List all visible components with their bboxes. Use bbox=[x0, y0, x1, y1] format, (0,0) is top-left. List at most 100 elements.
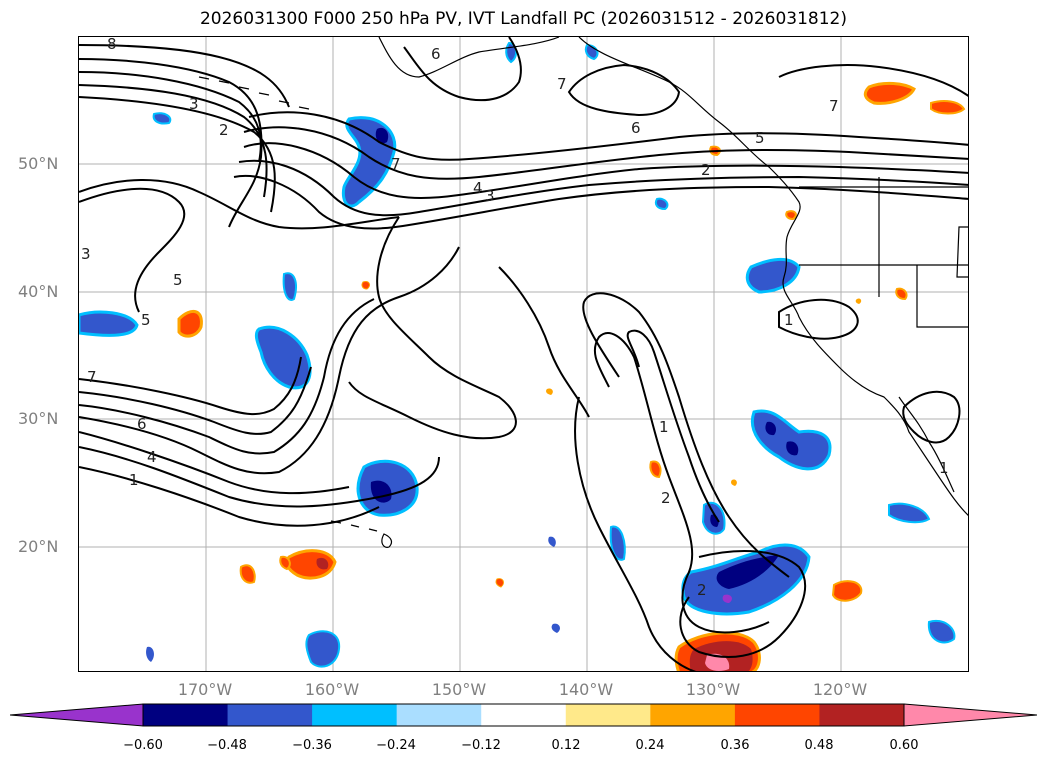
pv-contour bbox=[79, 298, 375, 455]
pv-negative-region bbox=[765, 421, 777, 436]
lon-label-160w: 160°W bbox=[304, 680, 360, 699]
pv-shading bbox=[79, 41, 966, 671]
pv-positive-region bbox=[239, 564, 256, 584]
colorbar-cell bbox=[650, 704, 736, 726]
pv-contour bbox=[348, 216, 517, 440]
colorbar-tick: −0.36 bbox=[292, 738, 332, 753]
pv-positive-region bbox=[785, 210, 797, 221]
pv-negative-region bbox=[341, 116, 397, 208]
contour-label: 2 bbox=[219, 121, 229, 139]
contour-label: 6 bbox=[137, 415, 147, 433]
pv-contours bbox=[79, 37, 968, 671]
pv-contour bbox=[79, 356, 302, 415]
pv-contour bbox=[233, 175, 968, 230]
contour-label: 4 bbox=[473, 179, 483, 197]
pv-contour bbox=[243, 126, 968, 180]
contour-label: 1 bbox=[784, 311, 794, 329]
contour-label: 2 bbox=[701, 161, 711, 179]
pv-contour bbox=[567, 63, 681, 117]
colorbar-cell bbox=[565, 704, 651, 726]
contour-label: 5 bbox=[141, 311, 151, 329]
contour-label: 1 bbox=[129, 471, 139, 489]
pv-positive-region bbox=[731, 479, 737, 486]
lat-label-20n: 20°N bbox=[18, 537, 59, 556]
colorbar-cell bbox=[481, 704, 567, 726]
lat-label-50n: 50°N bbox=[18, 154, 59, 173]
hawaii-islands bbox=[330, 520, 393, 548]
colorbar-tick: −0.12 bbox=[461, 738, 501, 753]
map-area: 8 3 2 6 7 7 6 5 2 7 4 3 3 5 5 7 6 4 1 1 … bbox=[78, 36, 969, 672]
pv-negative-region bbox=[375, 127, 389, 144]
contour-label: 6 bbox=[631, 119, 641, 137]
pv-positive-region bbox=[705, 653, 730, 671]
pv-positive-region bbox=[930, 100, 966, 115]
colorbar-tick: 0.12 bbox=[551, 738, 581, 753]
pv-negative-region bbox=[750, 409, 832, 471]
pv-negative-region bbox=[79, 310, 139, 337]
lat-label-40n: 40°N bbox=[18, 282, 59, 301]
colorbar bbox=[10, 703, 1037, 727]
map-canvas: 8 3 2 6 7 7 6 5 2 7 4 3 3 5 5 7 6 4 1 1 … bbox=[79, 37, 968, 671]
pv-negative-region bbox=[548, 536, 556, 547]
lon-label-170w: 170°W bbox=[177, 680, 233, 699]
colorbar-cell bbox=[396, 704, 482, 726]
pv-contour bbox=[79, 44, 290, 108]
colorbar-cell bbox=[734, 704, 820, 726]
pv-contour bbox=[248, 111, 968, 161]
colorbar-tick: −0.48 bbox=[207, 738, 247, 753]
contour-label: 3 bbox=[485, 187, 495, 205]
contour-label: 7 bbox=[391, 155, 401, 173]
contour-label: 7 bbox=[557, 75, 567, 93]
contour-label: 3 bbox=[189, 95, 199, 113]
colorbar-cell bbox=[819, 704, 905, 726]
pv-contour bbox=[778, 64, 968, 97]
lon-label-140w: 140°W bbox=[558, 680, 614, 699]
pv-contour bbox=[574, 396, 697, 671]
graticule bbox=[79, 37, 968, 671]
contour-labels: 8 3 2 6 7 7 6 5 2 7 4 3 3 5 5 7 6 4 1 1 … bbox=[81, 37, 949, 599]
colorbar-tick: −0.60 bbox=[123, 738, 163, 753]
lat-label-30n: 30°N bbox=[18, 409, 59, 428]
pv-contour bbox=[79, 366, 312, 435]
pv-negative-region bbox=[888, 502, 931, 524]
contour-label: 7 bbox=[87, 368, 97, 386]
pv-contour bbox=[79, 466, 380, 527]
pv-contour bbox=[498, 266, 590, 418]
pv-negative-region bbox=[716, 555, 779, 589]
contour-label: 6 bbox=[431, 45, 441, 63]
pv-negative-region bbox=[254, 325, 312, 390]
pv-positive-region bbox=[546, 388, 553, 395]
pv-contour bbox=[79, 187, 186, 313]
pv-contour bbox=[79, 96, 276, 213]
pv-contour bbox=[79, 179, 400, 230]
pv-contour bbox=[243, 142, 968, 199]
state-borders bbox=[799, 177, 968, 328]
pv-contour bbox=[679, 550, 807, 658]
pv-contour bbox=[79, 58, 263, 228]
pv-positive-region bbox=[649, 460, 662, 479]
colorbar-cell bbox=[143, 704, 229, 726]
contour-label: 8 bbox=[107, 37, 117, 53]
pv-positive-region bbox=[316, 557, 329, 570]
pv-negative-region bbox=[146, 646, 154, 662]
colorbar-tick: 0.24 bbox=[635, 738, 665, 753]
pv-positive-region bbox=[863, 81, 916, 105]
pv-negative-region bbox=[282, 272, 297, 301]
pv-contour bbox=[79, 84, 268, 198]
contour-label: 2 bbox=[697, 581, 707, 599]
pv-positive-region bbox=[495, 578, 505, 588]
contour-label: 1 bbox=[659, 418, 669, 436]
pv-negative-region bbox=[745, 258, 801, 294]
contour-label: 1 bbox=[939, 459, 949, 477]
alaska-panhandle-coastline bbox=[578, 37, 968, 516]
colorbar-tick: 0.48 bbox=[804, 738, 834, 753]
colorbar-cell bbox=[227, 704, 313, 726]
lon-label-120w: 120°W bbox=[812, 680, 868, 699]
pv-positive-region bbox=[279, 555, 291, 571]
pv-contour bbox=[778, 298, 859, 340]
pv-contour bbox=[238, 159, 968, 217]
contour-label: 2 bbox=[661, 489, 671, 507]
pv-negative-region bbox=[786, 441, 799, 456]
pv-contour bbox=[582, 292, 790, 578]
pv-negative-region bbox=[305, 630, 341, 668]
